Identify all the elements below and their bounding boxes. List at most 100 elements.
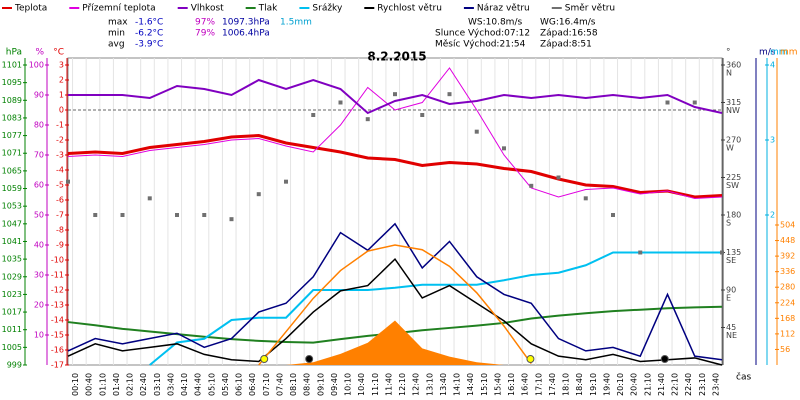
axis-title: °C — [53, 48, 64, 58]
y-tick-label: -10 — [51, 256, 64, 265]
series-line — [149, 251, 722, 366]
astro-text: WS:10.8m/s — [468, 18, 522, 28]
y-tick-label: 45 — [726, 323, 736, 332]
x-tick-label: 21:10 — [643, 373, 652, 396]
y-tick-label: 168 — [780, 314, 795, 323]
x-tick-label: 16:40 — [521, 373, 530, 396]
x-tick-label: 15:10 — [480, 373, 489, 396]
x-tick-label: 22:40 — [684, 373, 693, 396]
x-tick-label: 10:40 — [357, 373, 366, 396]
y-tick-label: 70 — [34, 151, 44, 160]
y-tick-label: 1053 — [2, 202, 22, 211]
y-tick-name: NW — [726, 106, 740, 115]
y-tick-label: 999 — [7, 361, 22, 370]
y-tick-name: E — [726, 294, 731, 303]
direction-point — [175, 213, 179, 217]
x-tick-label: 21:40 — [657, 373, 666, 396]
direction-point — [338, 100, 343, 105]
direction-point — [611, 213, 615, 217]
plot-frame — [67, 57, 723, 366]
stat-text: max — [108, 18, 128, 28]
direction-point — [720, 250, 724, 255]
legend-label: Rychlost větru — [377, 4, 442, 14]
y-tick-label: 392 — [780, 252, 795, 261]
legend-label: Směr větru — [565, 4, 615, 14]
x-tick-label: 02:10 — [126, 373, 135, 396]
direction-point — [66, 179, 70, 184]
y-tick-name: N — [726, 69, 732, 78]
stat-text: 1097.3hPa — [222, 18, 270, 28]
x-tick-label: 16:10 — [507, 373, 516, 396]
x-tick-label: 00:40 — [85, 373, 94, 396]
legend-label: Teplota — [14, 4, 47, 14]
legend-label: Srážky — [312, 4, 343, 14]
stat-text: -1.6°C — [135, 18, 163, 28]
direction-point — [420, 113, 425, 117]
x-tick-label: 11:10 — [371, 373, 380, 396]
x-tick-label: 19:10 — [589, 373, 598, 396]
y-tick-label: 1017 — [2, 308, 22, 317]
axis-title: mm — [780, 48, 798, 58]
y-tick-label: 90 — [726, 286, 736, 295]
axis-title: % — [35, 48, 44, 58]
x-tick-label: 06:10 — [235, 373, 244, 396]
y-tick-label: 3 — [59, 61, 64, 70]
y-tick-label: 315 — [726, 98, 741, 107]
x-tick-label: 08:40 — [303, 373, 312, 396]
y-tick-label: -17 — [51, 361, 64, 370]
y-tick-label: 1071 — [2, 149, 22, 158]
y-tick-label: 56 — [780, 345, 790, 354]
legend-label: Náraz větru — [477, 4, 530, 14]
x-tick-label: 04:10 — [180, 373, 189, 396]
series-line — [67, 222, 723, 361]
series-line — [67, 133, 723, 199]
y-tick-label: -7 — [56, 211, 64, 220]
legend-label: Přízemní teplota — [82, 4, 155, 14]
x-tick-label: 09:40 — [330, 373, 339, 396]
stat-text: -3.9°C — [135, 40, 163, 50]
y-tick-label: 80 — [34, 121, 44, 130]
y-tick-label: -15 — [51, 331, 64, 340]
astro-text: Západ:8:51 — [540, 40, 592, 50]
y-tick-label: -4 — [56, 166, 64, 175]
y-tick-name: SE — [726, 256, 736, 265]
x-tick-label: 07:40 — [275, 373, 284, 396]
series-line — [67, 257, 723, 366]
y-tick-label: 20 — [34, 301, 44, 310]
x-tick-label: 01:40 — [112, 373, 121, 396]
y-tick-label: -9 — [56, 241, 64, 250]
stat-text: min — [108, 29, 125, 39]
x-tick-label: 14:40 — [466, 373, 475, 396]
y-tick-label: 224 — [780, 298, 795, 307]
y-tick-label: 225 — [726, 173, 741, 182]
y-tick-name: SW — [726, 181, 739, 190]
y-tick-label: 135 — [726, 248, 741, 257]
y-tick-label: 1005 — [2, 343, 22, 352]
y-tick-label: 2 — [770, 211, 775, 220]
direction-point — [692, 100, 697, 105]
x-tick-label: 23:40 — [711, 373, 720, 396]
event-marker — [526, 355, 535, 363]
x-tick-label: 03:40 — [166, 373, 175, 396]
x-tick-label: 13:40 — [439, 373, 448, 396]
x-tick-label: 01:10 — [98, 373, 107, 396]
event-marker — [260, 355, 269, 363]
y-tick-label: 336 — [780, 267, 795, 276]
x-tick-label: 04:40 — [194, 373, 203, 396]
astro-text: Západ:16:58 — [540, 29, 598, 39]
y-tick-label: 2 — [59, 76, 64, 85]
y-tick-label: -5 — [56, 181, 64, 190]
y-tick-label: -13 — [51, 301, 64, 310]
y-tick-label: 1077 — [2, 131, 22, 140]
x-tick-label: 10:10 — [344, 373, 353, 396]
y-tick-label: 1089 — [2, 96, 22, 105]
x-tick-label: 02:40 — [139, 373, 148, 396]
y-tick-label: -2 — [56, 136, 64, 145]
event-marker — [660, 355, 669, 363]
y-tick-label: 0 — [59, 106, 64, 115]
y-tick-label: 1023 — [2, 290, 22, 299]
y-tick-label: -11 — [51, 271, 64, 280]
series-line — [68, 78, 723, 115]
y-tick-label: 10 — [34, 331, 44, 340]
